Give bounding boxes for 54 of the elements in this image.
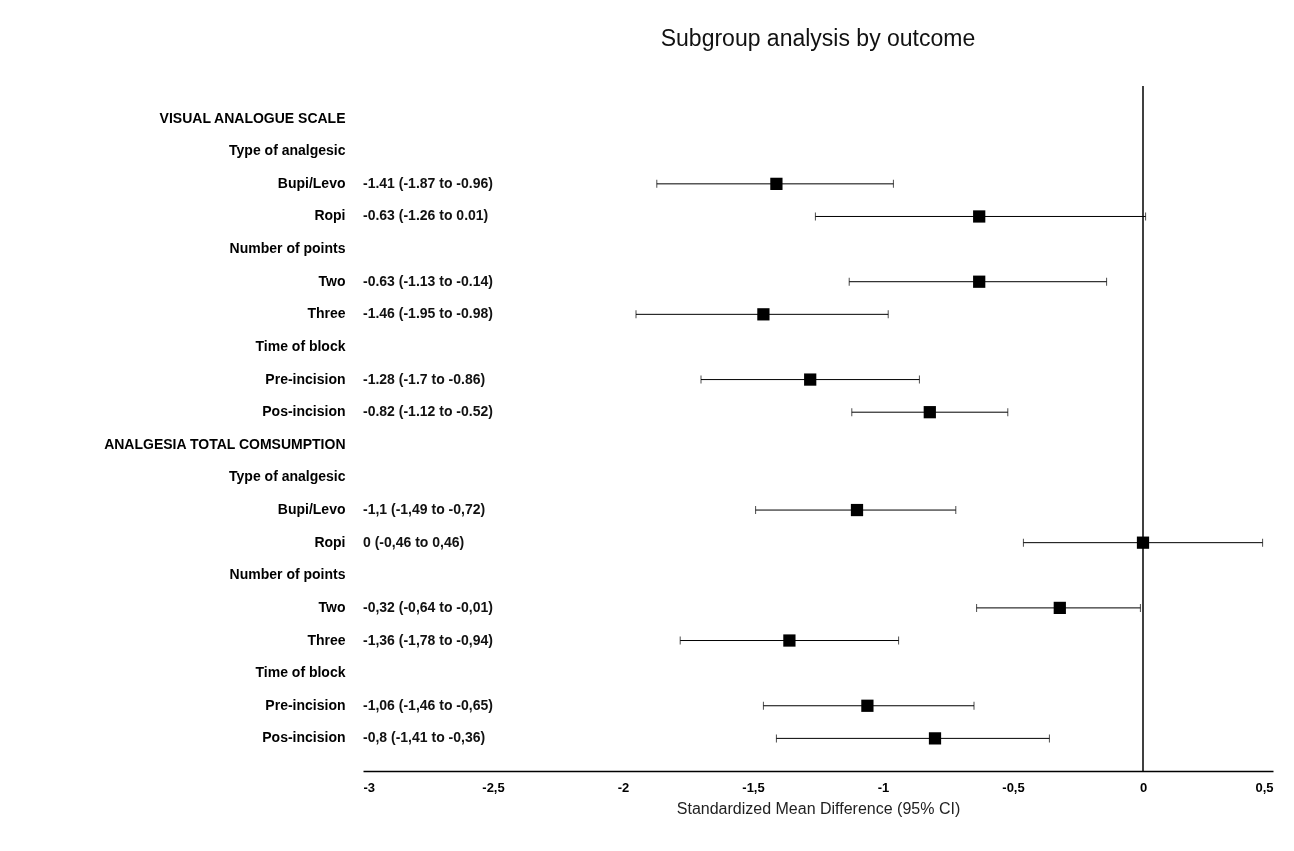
annotation: -1,06 (-1,46 to -0,65) xyxy=(363,696,493,713)
annotation: -0,32 (-0,64 to -0,01) xyxy=(363,598,493,615)
point xyxy=(850,503,864,517)
y-tick-label: Two xyxy=(318,598,346,615)
point xyxy=(1053,601,1066,615)
x-tick-label: 0 xyxy=(1139,779,1148,795)
annotation: -0.63 (-1.13 to -0.14) xyxy=(363,272,493,289)
y-tick-label: Time of block xyxy=(255,664,346,681)
annotation: 0 (-0,46 to 0,46) xyxy=(363,533,465,550)
y-tick-label: Number of points xyxy=(229,566,346,583)
annotation: -0.82 (-1.12 to -0.52) xyxy=(363,403,493,420)
annotation: -1,36 (-1,78 to -0,94) xyxy=(363,631,493,648)
annotation: -1,1 (-1,49 to -0,72) xyxy=(363,501,486,518)
y-tick-label: Two xyxy=(318,272,346,289)
point xyxy=(973,275,986,288)
x-tick-label: -0,5 xyxy=(1002,779,1025,795)
y-tick-label: Time of block xyxy=(255,337,346,354)
x-tick-label: -1 xyxy=(877,779,890,795)
y-tick-label: Ropi xyxy=(314,533,346,550)
y-tick-label: Bupi/Levo xyxy=(277,501,346,518)
x-tick-label: -2,5 xyxy=(482,779,505,795)
annotation: -0.63 (-1.26 to 0.01) xyxy=(363,207,489,224)
point xyxy=(1136,536,1150,549)
annotation: -0,8 (-1,41 to -0,36) xyxy=(363,729,486,746)
y-tick-label: Pre-incision xyxy=(265,370,346,387)
y-tick-label: VISUAL ANALOGUE SCALE xyxy=(159,109,346,126)
y-tick-label: Type of analgesic xyxy=(229,468,346,485)
point xyxy=(923,406,936,419)
point xyxy=(804,373,817,386)
x-tick-label: -1,5 xyxy=(742,779,765,795)
x-tick-label: -2 xyxy=(617,779,630,795)
x-tick-label: 0,5 xyxy=(1255,779,1274,795)
annotation: -1.28 (-1.7 to -0.86) xyxy=(363,370,486,387)
chart-title: Subgroup analysis by outcome xyxy=(660,25,976,52)
y-tick-label: Three xyxy=(307,305,346,322)
annotation: -1.41 (-1.87 to -0.96) xyxy=(363,174,493,191)
y-tick-label: Pre-incision xyxy=(265,696,346,713)
y-tick-label: Ropi xyxy=(314,207,346,224)
y-tick-label: Three xyxy=(307,631,346,648)
y-tick-label: Number of points xyxy=(229,240,346,257)
y-tick-label: ANALGESIA TOTAL COMSUMPTION xyxy=(104,435,346,452)
point xyxy=(757,308,770,321)
point xyxy=(973,210,986,223)
point xyxy=(928,732,942,745)
y-tick-label: Pos-incision xyxy=(262,729,346,746)
annotation: -1.46 (-1.95 to -0.98) xyxy=(363,305,493,322)
y-tick-label: Type of analgesic xyxy=(229,142,346,159)
y-tick-label: Bupi/Levo xyxy=(277,174,346,191)
point xyxy=(783,634,796,647)
y-tick-label: Pos-incision xyxy=(262,403,346,420)
point xyxy=(861,699,874,712)
x-axis-title: Standardized Mean Difference (95% CI) xyxy=(676,799,961,817)
point xyxy=(770,177,783,190)
x-tick-label: -3 xyxy=(363,779,376,795)
